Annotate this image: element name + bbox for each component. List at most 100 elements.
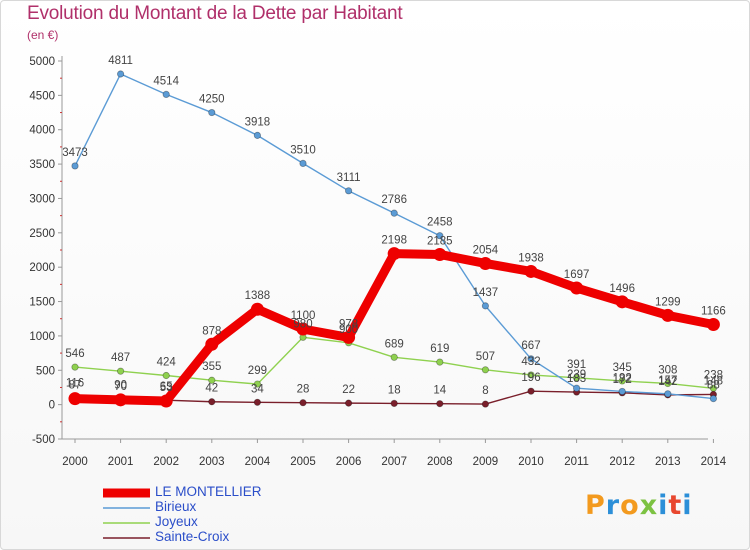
data-point xyxy=(208,398,216,406)
data-point xyxy=(390,209,398,217)
data-label: 900 xyxy=(339,324,358,336)
legend-item-label: LE MONTELLIER xyxy=(155,484,262,499)
data-point xyxy=(527,387,535,395)
data-point xyxy=(117,70,125,78)
data-label: 1437 xyxy=(473,287,499,299)
data-label: 14 xyxy=(433,385,446,397)
data-label: 619 xyxy=(430,343,449,355)
y-tick-label: 500 xyxy=(36,365,55,377)
data-point xyxy=(390,399,398,407)
data-point xyxy=(159,394,173,408)
data-label: 4514 xyxy=(153,75,179,87)
data-label: 1100 xyxy=(291,310,316,322)
data-point xyxy=(344,187,353,195)
data-point xyxy=(481,302,489,310)
proxiti-logo: Proxiti xyxy=(585,490,693,521)
x-tick-label: 2005 xyxy=(290,456,316,468)
y-tick-label: 3000 xyxy=(29,193,55,205)
y-tick-label: 3500 xyxy=(29,159,55,171)
data-label: 2198 xyxy=(381,235,407,247)
data-point xyxy=(71,363,79,371)
data-label: 1496 xyxy=(609,283,635,295)
chart-title: Evolution du Montant de la Dette par Hab… xyxy=(27,3,403,24)
data-label: 28 xyxy=(297,384,310,396)
data-point xyxy=(205,337,219,351)
data-point xyxy=(253,131,261,139)
data-label: 3111 xyxy=(337,172,361,184)
y-tick-label: 5000 xyxy=(29,56,55,68)
data-point xyxy=(615,295,629,309)
data-label: 2786 xyxy=(381,194,407,206)
data-label: 1697 xyxy=(564,269,590,281)
data-point xyxy=(664,379,672,388)
data-label: 980 xyxy=(293,318,312,330)
data-label: 689 xyxy=(385,338,404,350)
data-label: 546 xyxy=(65,348,84,360)
x-tick-label: 2011 xyxy=(564,456,589,468)
x-tick-label: 2013 xyxy=(655,456,681,468)
data-label: 34 xyxy=(251,383,264,395)
data-label: 116 xyxy=(66,378,84,390)
data-point xyxy=(114,393,128,407)
x-tick-label: 2003 xyxy=(199,456,225,468)
data-label: 391 xyxy=(567,359,586,371)
data-point xyxy=(664,390,672,398)
data-point xyxy=(527,355,535,363)
data-point xyxy=(250,302,264,316)
data-point xyxy=(117,367,125,375)
data-point xyxy=(342,330,356,344)
data-point xyxy=(709,394,718,403)
data-label: 157 xyxy=(658,375,677,387)
data-label: 90 xyxy=(114,379,127,391)
data-point xyxy=(661,308,675,322)
data-label: 18 xyxy=(388,384,401,396)
data-point xyxy=(296,322,310,336)
x-tick-label: 2002 xyxy=(153,456,179,468)
data-label: 345 xyxy=(613,362,632,374)
data-label: 355 xyxy=(202,361,221,373)
data-label: 65 xyxy=(160,381,173,393)
data-point xyxy=(524,264,538,278)
chart-subtitle: (en €) xyxy=(27,28,59,42)
data-point xyxy=(344,399,353,407)
y-tick-label: 1500 xyxy=(29,297,55,309)
legend-item-label: Sainte-Croix xyxy=(155,529,230,544)
data-point xyxy=(618,387,626,396)
data-label: 978 xyxy=(339,318,358,330)
x-tick-label: 2010 xyxy=(518,456,544,468)
data-label: 299 xyxy=(248,365,267,377)
data-label: 2185 xyxy=(427,235,453,247)
data-label: 42 xyxy=(205,383,218,395)
data-label: 432 xyxy=(521,356,540,368)
data-label: 239 xyxy=(567,369,586,381)
data-point xyxy=(570,281,584,295)
data-label: 22 xyxy=(342,384,355,396)
data-label: 183 xyxy=(567,373,586,385)
x-tick-label: 2006 xyxy=(336,456,362,468)
data-point xyxy=(162,371,170,380)
y-tick-label: 2500 xyxy=(29,228,55,240)
data-point xyxy=(68,392,82,406)
data-point xyxy=(706,318,720,332)
data-label: 2054 xyxy=(473,244,499,256)
data-point xyxy=(208,108,216,117)
data-label: 424 xyxy=(157,356,177,368)
y-tick-label: 4500 xyxy=(29,90,55,102)
data-point xyxy=(433,247,447,261)
data-point xyxy=(162,90,170,99)
data-label: 507 xyxy=(476,351,495,363)
data-point xyxy=(71,162,79,170)
y-tick-label: -500 xyxy=(32,434,55,446)
data-label: 172 xyxy=(613,374,632,386)
data-label: 87 xyxy=(69,380,82,392)
data-point xyxy=(527,371,535,379)
data-label: 142 xyxy=(658,376,677,388)
x-tick-label: 2007 xyxy=(381,456,407,468)
data-label: 2458 xyxy=(427,217,453,229)
x-tick-label: 2012 xyxy=(609,456,635,468)
data-label: 88 xyxy=(707,380,720,392)
data-point xyxy=(436,358,444,366)
data-point xyxy=(387,247,401,261)
x-tick-label: 2009 xyxy=(473,456,499,468)
